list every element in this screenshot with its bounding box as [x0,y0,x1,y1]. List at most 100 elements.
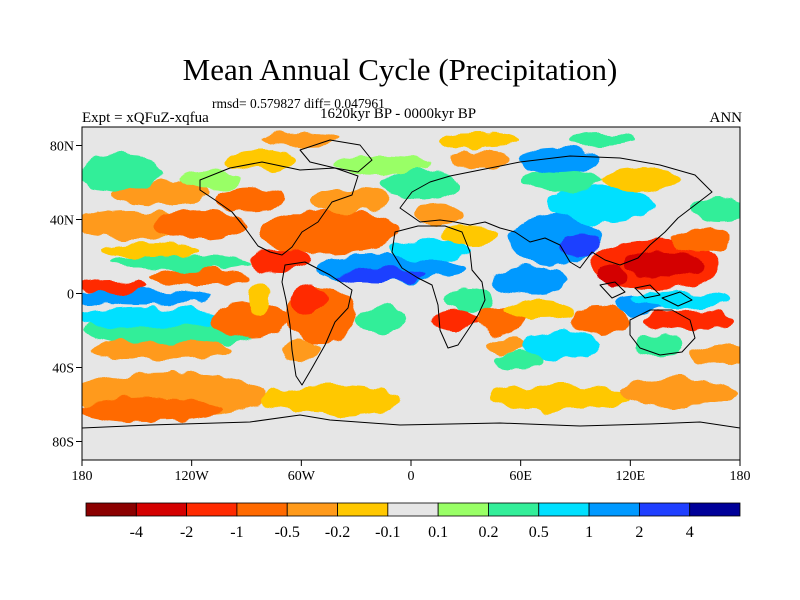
anomaly-region [260,210,400,254]
anomaly-region [82,281,145,293]
anomaly-region [250,248,310,272]
anomaly-region [82,398,220,422]
colorbar-swatch [135,502,188,517]
colorbar-label: 0.2 [478,524,498,541]
anomaly-region [440,225,500,245]
anomaly-region [600,168,680,192]
anomaly-region [625,251,705,279]
anomaly-region [670,228,730,252]
anomaly-region [292,286,328,314]
anomaly-region [82,211,185,239]
anomaly-region [620,378,740,406]
colorbar-label: 4 [686,524,694,541]
coastline-greenland [299,139,373,173]
x-tick-label: 60W [288,469,316,484]
x-tick-label: 180 [72,469,93,484]
anomaly-region [433,310,477,330]
anomaly-region [520,331,600,359]
anomaly-region [180,170,240,190]
y-tick-label: 0 [67,288,74,303]
colorbar-swatch [85,502,137,517]
colorbar-label: -2 [180,524,193,541]
coastline-maritime-continent [599,281,693,307]
axis-ticks: 180 120W 60W 0 60E 120E 180 80N 40N 0 40S 80S [50,140,751,485]
anomaly-region [90,340,230,360]
chart-title: Mean Annual Cycle (Precipitation) [182,52,618,87]
anomaly-region [82,290,210,306]
anomaly-region [690,198,740,222]
anomaly-region [545,187,655,223]
rmsd-diff-stats: rmsd= 0.579827 diff= 0.047961 [212,96,385,111]
x-tick-label: 120W [175,469,210,484]
colorbar-label: 2 [635,524,643,541]
coastline-africa [391,225,486,349]
anomaly-region [355,306,405,334]
x-tick-label: 0 [408,469,415,484]
anomaly-region [110,254,250,270]
season-label: ANN [709,110,743,126]
anomaly-region [82,154,160,190]
colorbar-swatch [286,502,338,517]
colorbar-label: 0.5 [529,524,549,541]
anomaly-region [450,150,510,170]
anomaly-region [310,188,390,212]
anomaly-region [487,337,523,353]
anomaly-region [520,148,600,172]
anomaly-region [560,233,600,257]
anomaly-region [390,240,470,260]
anomaly-region [330,156,430,174]
coastline-south-america [281,261,353,386]
x-tick-label: 180 [730,469,751,484]
colorbar-swatch [638,502,691,517]
anomaly-region [260,386,400,414]
colorbar-swatch [387,502,439,517]
colorbar-swatch [488,502,540,517]
y-tick-label: 40S [52,362,74,377]
colorbar-label: 1 [585,524,593,541]
colorbar-label: -1 [230,524,243,541]
anomaly-region [150,269,250,285]
anomaly-region [495,352,545,368]
anomaly-region [100,243,200,257]
colorbar-swatch [538,502,590,517]
colorbar-label: -0.5 [275,524,300,541]
colorbar-swatch [236,502,288,517]
anomaly-region [215,186,285,214]
x-tick-label: 60E [509,469,532,484]
anomaly-region [505,300,575,320]
anomaly-field [82,133,740,422]
colorbar-swatch [337,502,389,517]
coastline-australia [629,309,696,356]
anomaly-region [565,133,635,147]
colorbar: -4 -2 -1 -0.5 -0.2 -0.1 0.1 0.2 0.5 1 2 4 [85,502,741,541]
anomaly-region [570,306,630,334]
colorbar-swatch [186,502,238,517]
coastline-antarctica [82,414,740,429]
colorbar-swatch [689,502,741,517]
anomaly-region [380,171,460,199]
x-tick-label: 120E [616,469,646,484]
anomaly-region [82,308,225,328]
anomaly-region [635,333,685,357]
colorbar-label: -0.2 [325,524,350,541]
colorbar-swatch [437,502,489,517]
y-tick-label: 40N [50,214,74,229]
y-tick-label: 80S [52,436,74,451]
anomaly-region [490,385,630,411]
colorbar-label: 0.1 [428,524,448,541]
y-tick-label: 80N [50,140,74,155]
anomaly-region [595,265,625,285]
anomaly-region [210,304,290,336]
coastline-north-america [199,161,359,256]
experiment-label: Expt = xQFuZ-xqfua [82,110,209,126]
colorbar-swatch [588,502,640,517]
anomaly-region [250,280,270,316]
anomaly-region [335,268,425,282]
anomaly-region [690,343,740,367]
anomaly-region [440,133,520,147]
colorbar-label: -4 [130,524,143,541]
time-period: 1620kyr BP - 0000kyr BP [320,106,477,122]
anomaly-region [490,266,570,294]
anomaly-region [260,133,340,147]
